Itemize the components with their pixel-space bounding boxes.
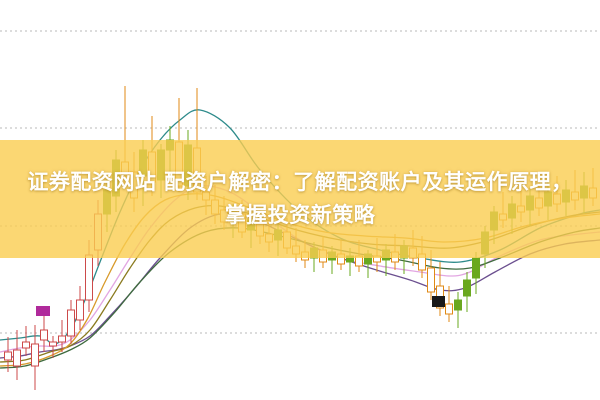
candle-body xyxy=(49,341,57,347)
candle-body xyxy=(535,197,543,209)
candle-body xyxy=(562,189,570,203)
highlight-marker-left xyxy=(36,306,50,316)
candle-body xyxy=(67,309,75,337)
candle-body xyxy=(166,139,174,151)
candle-body xyxy=(103,189,111,215)
candle-body xyxy=(94,213,102,251)
candle-body xyxy=(247,219,255,231)
candle-body xyxy=(310,247,318,259)
candle-body xyxy=(220,209,228,223)
candle-body xyxy=(319,249,327,263)
candle-body xyxy=(202,191,210,201)
candle-body xyxy=(373,255,381,263)
candle-body xyxy=(571,191,579,201)
candle-body xyxy=(274,229,282,241)
candle-body xyxy=(499,213,507,221)
candle-body xyxy=(157,149,165,181)
candle-body xyxy=(409,247,417,259)
candle-body xyxy=(40,329,48,341)
candle-body xyxy=(265,233,273,243)
candle-body xyxy=(517,205,525,213)
candle-body xyxy=(400,245,408,259)
candle-body xyxy=(391,251,399,263)
candle-body xyxy=(580,185,588,199)
candle-body xyxy=(472,257,480,279)
candle-body xyxy=(121,161,129,177)
candle-body xyxy=(337,253,345,265)
candle-body xyxy=(175,141,183,187)
candle-body xyxy=(418,253,426,271)
candle-body xyxy=(292,245,300,255)
candle-body xyxy=(85,254,93,301)
highlight-marker-right xyxy=(432,296,445,307)
candle-body xyxy=(31,343,39,367)
candle-body xyxy=(4,351,12,361)
candle-body xyxy=(427,267,435,293)
candle-body xyxy=(481,231,489,255)
candle-body xyxy=(526,195,534,211)
candle-body xyxy=(184,144,192,187)
candle-body xyxy=(445,303,453,315)
candle-body xyxy=(301,251,309,261)
candle-body xyxy=(589,187,597,199)
candle-body xyxy=(355,255,363,267)
candle-body xyxy=(112,159,120,197)
candle-body xyxy=(364,253,372,265)
candle-body xyxy=(130,171,138,199)
candle-body xyxy=(139,149,147,177)
candle-body xyxy=(76,299,84,321)
candle-body xyxy=(382,249,390,261)
candle-body xyxy=(256,223,264,237)
candle-body xyxy=(328,251,336,261)
candle-body xyxy=(148,151,156,183)
candle-body xyxy=(58,335,66,343)
candle-body xyxy=(22,341,30,349)
candle-body xyxy=(553,193,561,205)
candle-body xyxy=(454,299,462,311)
candle-body xyxy=(463,279,471,297)
candle-body xyxy=(238,213,246,233)
candle-body xyxy=(283,231,291,249)
candle-body xyxy=(346,255,354,263)
candle-body xyxy=(229,211,237,221)
candle-body xyxy=(211,199,219,215)
candle-body xyxy=(193,147,201,193)
candle-body xyxy=(544,191,552,207)
candle-body xyxy=(13,349,21,367)
candle-body xyxy=(508,203,516,219)
candle-body xyxy=(490,211,498,231)
